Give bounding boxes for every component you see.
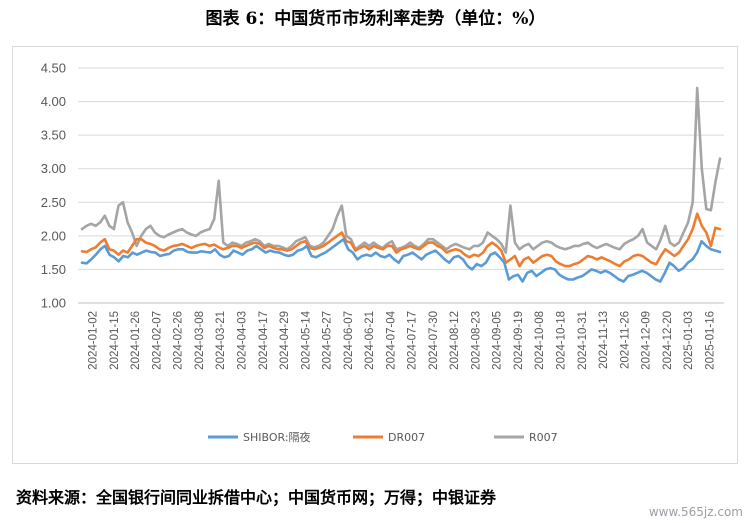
x-tick-label: 2024-03-08 xyxy=(194,311,206,370)
legend: SHIBOR:隔夜 DR007 R007 xyxy=(208,430,558,444)
x-tick-label: 2024-10-08 xyxy=(534,311,546,370)
source-note: 资料来源：全国银行间同业拆借中心；中国货币网；万得；中银证券 xyxy=(16,488,497,507)
chart-title: 图表 6：中国货币市场利率走势（单位：%） xyxy=(205,9,546,29)
x-tick-label: 2024-08-12 xyxy=(449,311,461,370)
series-line-1 xyxy=(80,212,722,268)
x-tick-label: 2024-08-23 xyxy=(470,311,482,370)
x-tick-label: 2024-04-29 xyxy=(279,311,291,370)
y-tick-label: 3.50 xyxy=(41,128,66,143)
x-tick-label: 2024-02-26 xyxy=(173,311,185,370)
legend-label: DR007 xyxy=(388,431,425,444)
y-tick-label: 4.50 xyxy=(41,61,66,76)
x-tick-label: 2024-07-04 xyxy=(385,310,397,369)
x-tick-label: 2024-05-14 xyxy=(300,310,312,369)
gridlines xyxy=(78,67,724,304)
legend-label: R007 xyxy=(529,431,558,444)
x-tick-label: 2024-07-30 xyxy=(428,311,440,370)
x-tick-label: 2024-11-13 xyxy=(598,311,610,369)
series-line-2 xyxy=(80,86,722,254)
x-tick-label: 2024-01-26 xyxy=(130,311,142,370)
x-tick-label: 2024-10-31 xyxy=(577,311,589,370)
x-tick-label: 2024-06-21 xyxy=(364,311,376,370)
x-tick-label: 2025-01-03 xyxy=(683,311,695,370)
x-tick-label: 2024-09-19 xyxy=(513,311,525,370)
series-line-0 xyxy=(80,237,722,283)
y-axis: 1.00 1.50 2.00 2.50 3.00 3.50 4.00 4.50 xyxy=(41,61,66,311)
x-tick-label: 2024-07-17 xyxy=(407,311,419,370)
x-tick-label: 2024-01-15 xyxy=(109,311,121,370)
x-tick-label: 2024-09-05 xyxy=(492,311,504,370)
x-tick-label: 2024-01-02 xyxy=(88,311,100,370)
legend-label: SHIBOR:隔夜 xyxy=(243,430,311,444)
y-tick-label: 1.50 xyxy=(41,262,66,277)
x-tick-label: 2024-03-21 xyxy=(215,311,227,370)
x-tick-label: 2024-04-03 xyxy=(237,311,249,370)
x-tick-label: 2024-06-07 xyxy=(343,311,355,370)
x-tick-label: 2024-10-18 xyxy=(556,311,568,370)
x-tick-label: 2024-05-27 xyxy=(322,311,334,370)
x-tick-label: 2024-11-26 xyxy=(619,311,631,369)
x-axis: 2024-01-02 2024-01-15 2024-01-26 2024-02-07… xyxy=(78,302,724,370)
y-tick-label: 2.50 xyxy=(41,195,66,210)
x-tick-label: 2024-02-07 xyxy=(151,311,163,370)
series-lines xyxy=(80,86,722,283)
watermark: www.565jz.com xyxy=(648,505,743,519)
y-tick-label: 1.00 xyxy=(41,296,66,311)
y-tick-label: 4.00 xyxy=(41,94,66,109)
x-tick-label: 2024-12-20 xyxy=(662,311,674,370)
x-tick-label: 2025-01-16 xyxy=(704,311,716,370)
y-tick-label: 2.00 xyxy=(41,228,66,243)
x-tick-label: 2024-12-09 xyxy=(641,311,653,370)
y-tick-label: 3.00 xyxy=(41,161,66,176)
chart-frame xyxy=(12,46,738,464)
x-tick-label: 2024-04-17 xyxy=(258,311,270,370)
